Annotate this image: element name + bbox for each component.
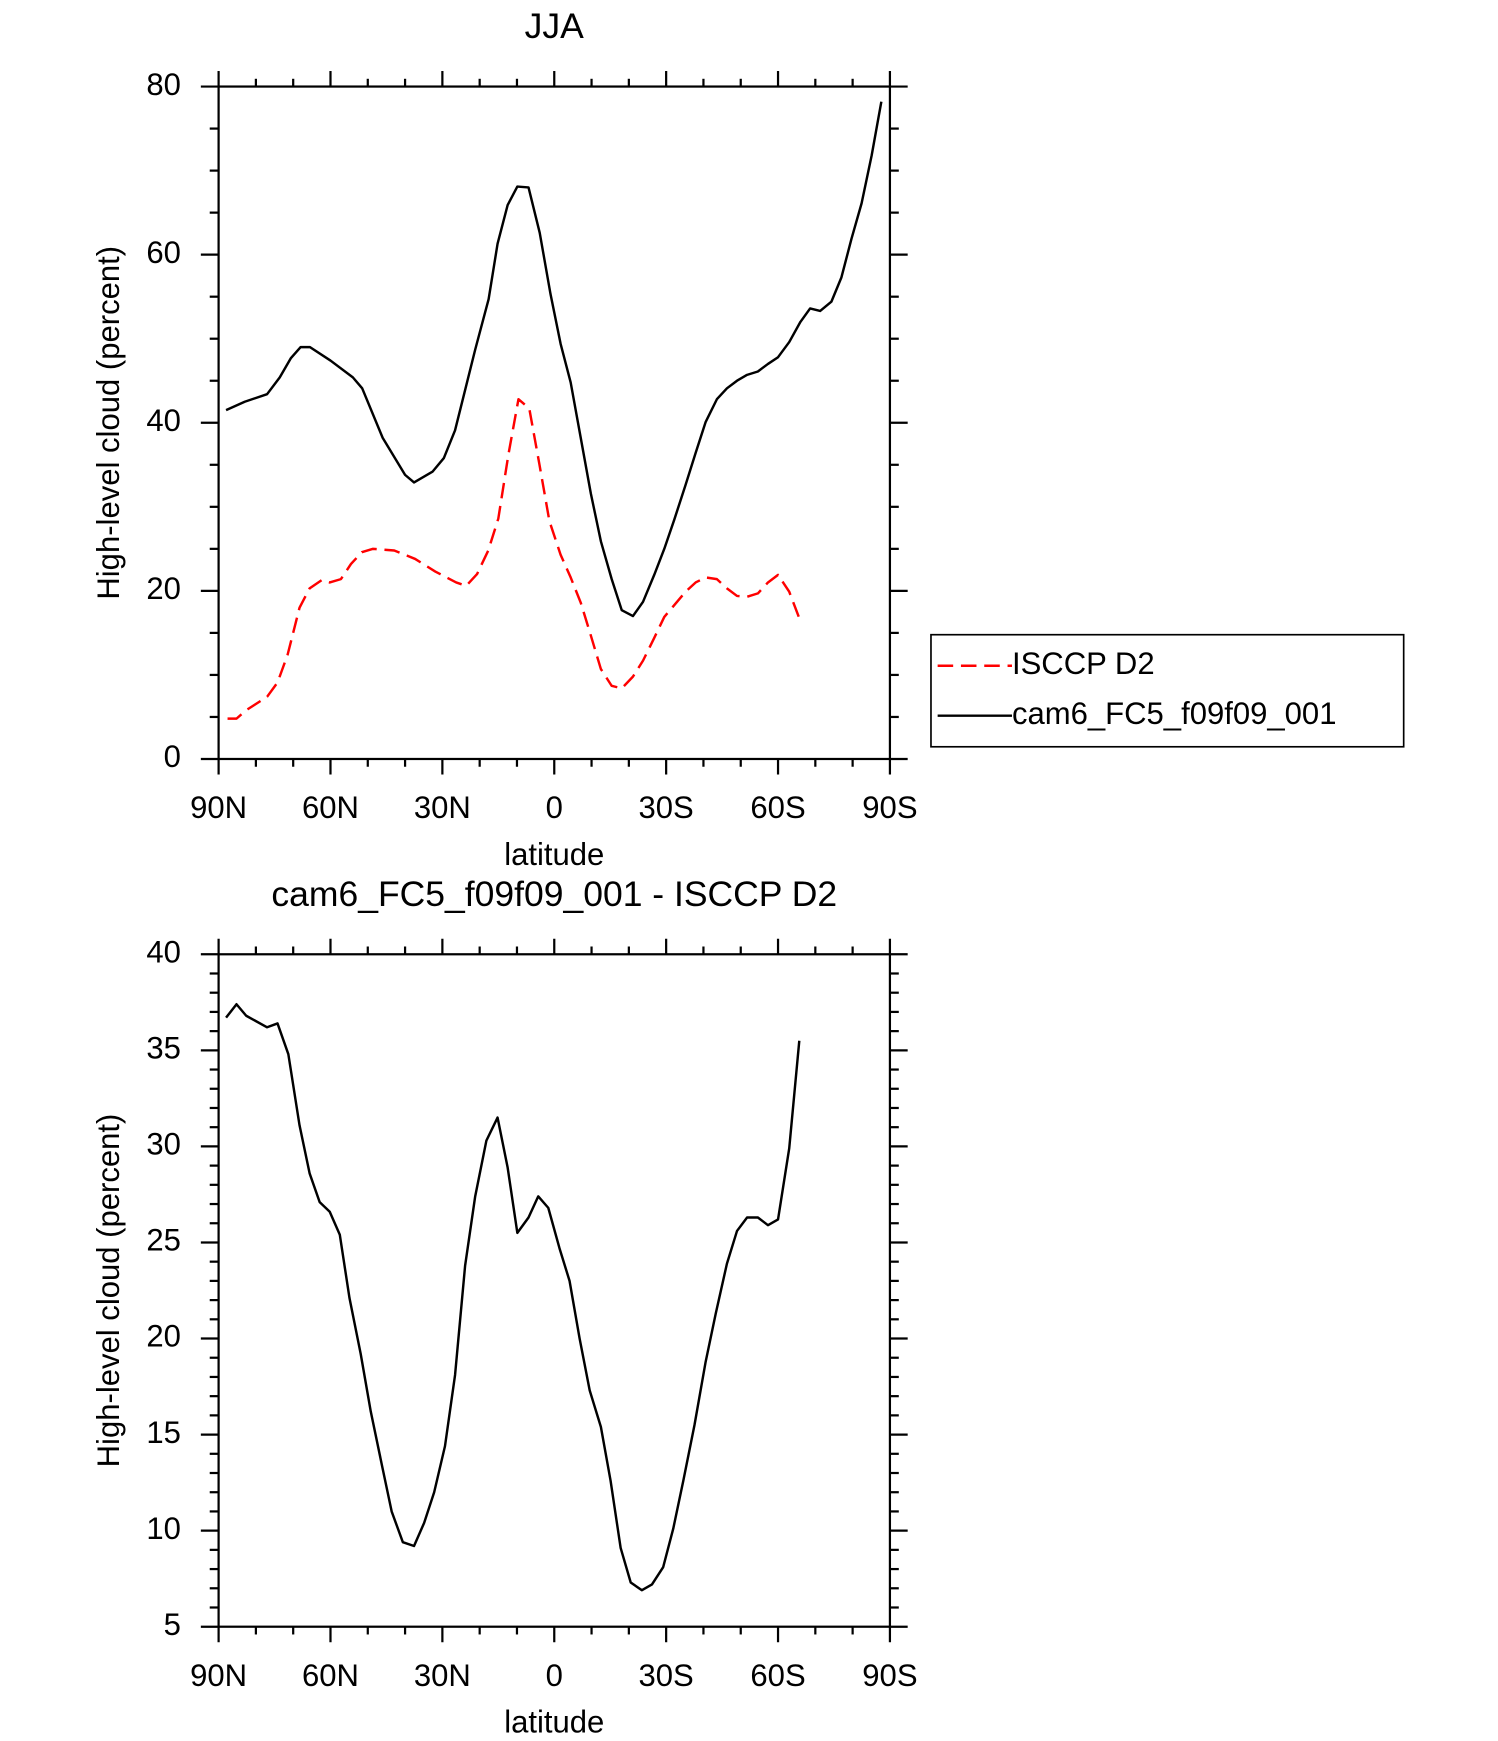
y-tick-label: 20	[146, 1319, 181, 1354]
data-line	[225, 1003, 801, 1592]
x-tick-label: 60N	[302, 790, 359, 825]
y-tick-label: 35	[146, 1031, 181, 1066]
x-tick-label: 30S	[639, 790, 694, 825]
y-axis-label: High-level cloud (percent)	[91, 246, 126, 600]
y-tick-label: 40	[146, 403, 181, 438]
y-tick-label: 10	[146, 1511, 181, 1546]
y-tick-label: 20	[146, 571, 181, 606]
data-line	[227, 398, 802, 720]
plot-frame	[217, 953, 892, 1628]
x-tick-label: 60N	[302, 1658, 359, 1693]
x-tick-label: 30N	[414, 1658, 471, 1693]
chart-title: cam6_FC5_f09f09_001 - ISCCP D2	[271, 874, 837, 914]
y-tick-label: 15	[146, 1415, 181, 1450]
legend-label: cam6_FC5_f09f09_001	[1012, 696, 1337, 731]
legend-box	[930, 633, 1405, 748]
plot-frame	[217, 85, 892, 761]
x-axis-label: latitude	[504, 1705, 604, 1740]
x-tick-label: 30S	[639, 1658, 694, 1693]
y-axis-label: High-level cloud (percent)	[91, 1114, 126, 1468]
x-tick-label: 90S	[862, 1658, 917, 1693]
y-tick-label: 0	[164, 739, 181, 774]
chart-title: JJA	[525, 6, 585, 46]
y-tick-label: 60	[146, 235, 181, 270]
y-tick-label: 30	[146, 1127, 181, 1162]
x-axis-label: latitude	[504, 837, 604, 872]
x-tick-label: 0	[546, 790, 563, 825]
y-tick-label: 40	[146, 934, 181, 969]
y-tick-label: 80	[146, 67, 181, 102]
x-tick-label: 90N	[190, 790, 247, 825]
x-tick-label: 60S	[750, 790, 805, 825]
data-line	[225, 101, 883, 618]
y-tick-label: 5	[164, 1607, 181, 1642]
x-tick-label: 0	[546, 1658, 563, 1693]
x-tick-label: 90S	[862, 790, 917, 825]
y-tick-label: 25	[146, 1223, 181, 1258]
x-tick-label: 60S	[750, 1658, 805, 1693]
x-tick-label: 30N	[414, 790, 471, 825]
x-tick-label: 90N	[190, 1658, 247, 1693]
legend-label: ISCCP D2	[1012, 646, 1155, 681]
